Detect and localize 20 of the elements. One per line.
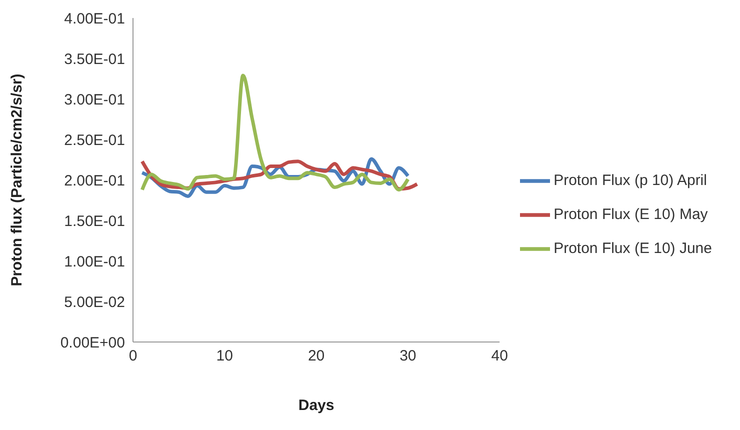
- y-tick-label: 3.50E-01: [64, 50, 125, 68]
- y-axis-title: Proton flux (Particle/cm2/s/sr): [8, 74, 26, 286]
- y-tick-label: 3.00E-01: [64, 91, 125, 108]
- x-tick-label: 10: [216, 348, 233, 365]
- legend-label: Proton Flux (p 10) April: [554, 172, 707, 189]
- y-tick-label: 1.00E-01: [64, 253, 125, 270]
- line-series: [140, 74, 410, 192]
- y-tick-label: 4.00E-01: [64, 10, 125, 28]
- y-tick-label: 0.00E+00: [60, 334, 125, 352]
- x-tick-label: 40: [491, 348, 508, 365]
- y-tick-label: 5.00E-02: [64, 294, 125, 311]
- legend-label: Proton Flux (E 10) June: [554, 240, 712, 257]
- y-tick-label: 2.00E-01: [64, 172, 125, 190]
- y-tick-label: 2.50E-01: [64, 132, 125, 149]
- y-tick-label: 1.50E-01: [64, 212, 125, 230]
- x-axis-title: Days: [298, 397, 334, 414]
- x-tick-label: 30: [400, 348, 416, 365]
- x-tick-label: 0: [128, 348, 138, 365]
- x-tick-label: 20: [308, 348, 325, 365]
- legend-label: Proton Flux (E 10) May: [554, 206, 708, 223]
